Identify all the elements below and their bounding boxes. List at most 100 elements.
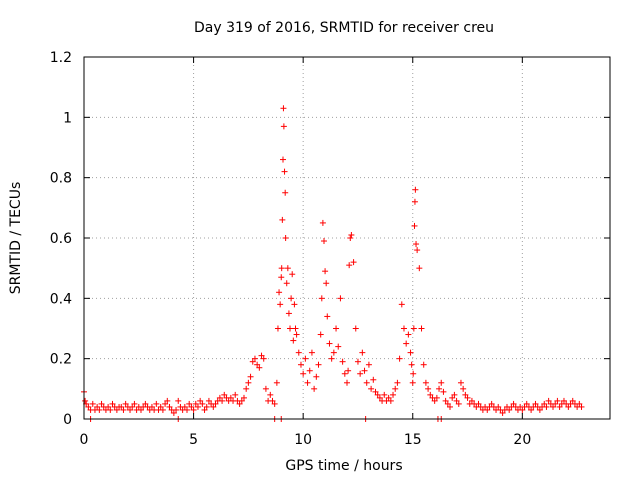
data-point: [164, 397, 171, 404]
data-point: [318, 295, 325, 302]
data-point: [131, 400, 138, 407]
data-point: [96, 406, 103, 413]
data-point: [387, 397, 394, 404]
data-point: [408, 361, 415, 368]
x-tick-label: 10: [294, 432, 312, 448]
data-point: [407, 349, 414, 356]
data-point: [280, 156, 287, 163]
data-point: [390, 391, 397, 398]
data-point: [302, 355, 309, 362]
data-point: [413, 241, 420, 248]
data-point: [142, 400, 149, 407]
axis-ticks: 0 0.2 0.4 0.6 0.8 1 1.2 0 5 10 15 20: [50, 50, 610, 448]
data-point: [278, 265, 285, 272]
data-point: [288, 295, 295, 302]
y-tick-label: 1.2: [50, 50, 72, 66]
data-point: [271, 400, 278, 407]
data-point: [304, 379, 311, 386]
data-point: [188, 403, 195, 410]
data-point: [545, 397, 552, 404]
data-point: [499, 409, 506, 416]
data-point: [410, 325, 417, 332]
data-point: [256, 364, 263, 371]
data-point: [495, 403, 502, 410]
data-point: [341, 370, 348, 377]
data-point: [277, 301, 284, 308]
data-point: [157, 403, 164, 410]
data-point: [292, 325, 299, 332]
data-point: [267, 391, 274, 398]
y-tick-label: 1: [63, 110, 72, 126]
data-point: [274, 325, 281, 332]
data-point: [105, 403, 112, 410]
data-point: [438, 379, 445, 386]
data-point: [464, 394, 471, 401]
data-point: [335, 343, 342, 350]
data-point: [554, 397, 561, 404]
data-point: [109, 400, 116, 407]
data-point: [352, 325, 359, 332]
data-point: [313, 373, 320, 380]
data-point: [280, 123, 287, 130]
data-point: [468, 397, 475, 404]
data-point: [260, 355, 267, 362]
data-point: [192, 400, 199, 407]
data-point: [258, 352, 265, 359]
data-point: [368, 385, 375, 392]
data-point: [249, 358, 256, 365]
data-point: [212, 400, 219, 407]
data-point: [293, 331, 300, 338]
data-point: [488, 400, 495, 407]
data-point: [129, 403, 136, 410]
data-point: [254, 361, 261, 368]
data-point: [227, 394, 234, 401]
y-tick-label: 0.4: [50, 291, 72, 307]
data-point: [506, 406, 513, 413]
data-point: [295, 349, 302, 356]
data-point: [122, 400, 129, 407]
data-point: [344, 379, 350, 386]
data-point: [285, 310, 292, 317]
data-point: [403, 340, 410, 347]
data-point: [287, 325, 294, 332]
data-point: [113, 406, 120, 413]
data-point: [269, 397, 276, 404]
y-tick-label: 0.6: [50, 231, 72, 247]
data-point: [414, 247, 421, 254]
data-point: [462, 391, 469, 398]
data-point: [354, 358, 361, 365]
data-point: [339, 358, 346, 365]
data-point: [447, 403, 454, 410]
data-point: [127, 406, 134, 413]
data-point: [221, 391, 228, 398]
data-point: [199, 400, 206, 407]
data-point: [153, 400, 160, 407]
data-point: [363, 379, 370, 386]
data-point: [359, 349, 366, 356]
data-point: [186, 400, 193, 407]
data-point: [89, 400, 96, 407]
data-point: [120, 406, 127, 413]
data-point: [148, 403, 155, 410]
data-point: [162, 400, 169, 407]
data-point: [442, 397, 449, 404]
data-point: [346, 262, 353, 269]
data-point: [190, 406, 197, 413]
data-point: [328, 355, 335, 362]
data-point: [203, 403, 210, 410]
data-point: [291, 301, 298, 308]
data-point: [333, 325, 340, 332]
data-point: [440, 388, 447, 395]
data-point: [308, 349, 315, 356]
data-point: [281, 168, 288, 175]
data-point: [578, 403, 585, 410]
data-point: [243, 385, 250, 392]
y-tick-label: 0.8: [50, 171, 72, 187]
data-point: [315, 361, 322, 368]
data-point: [320, 238, 327, 245]
data-point: [247, 373, 254, 380]
data-point: [326, 340, 333, 347]
data-point: [330, 349, 337, 356]
data-point: [394, 379, 401, 386]
y-tick-label: 0: [63, 412, 72, 428]
